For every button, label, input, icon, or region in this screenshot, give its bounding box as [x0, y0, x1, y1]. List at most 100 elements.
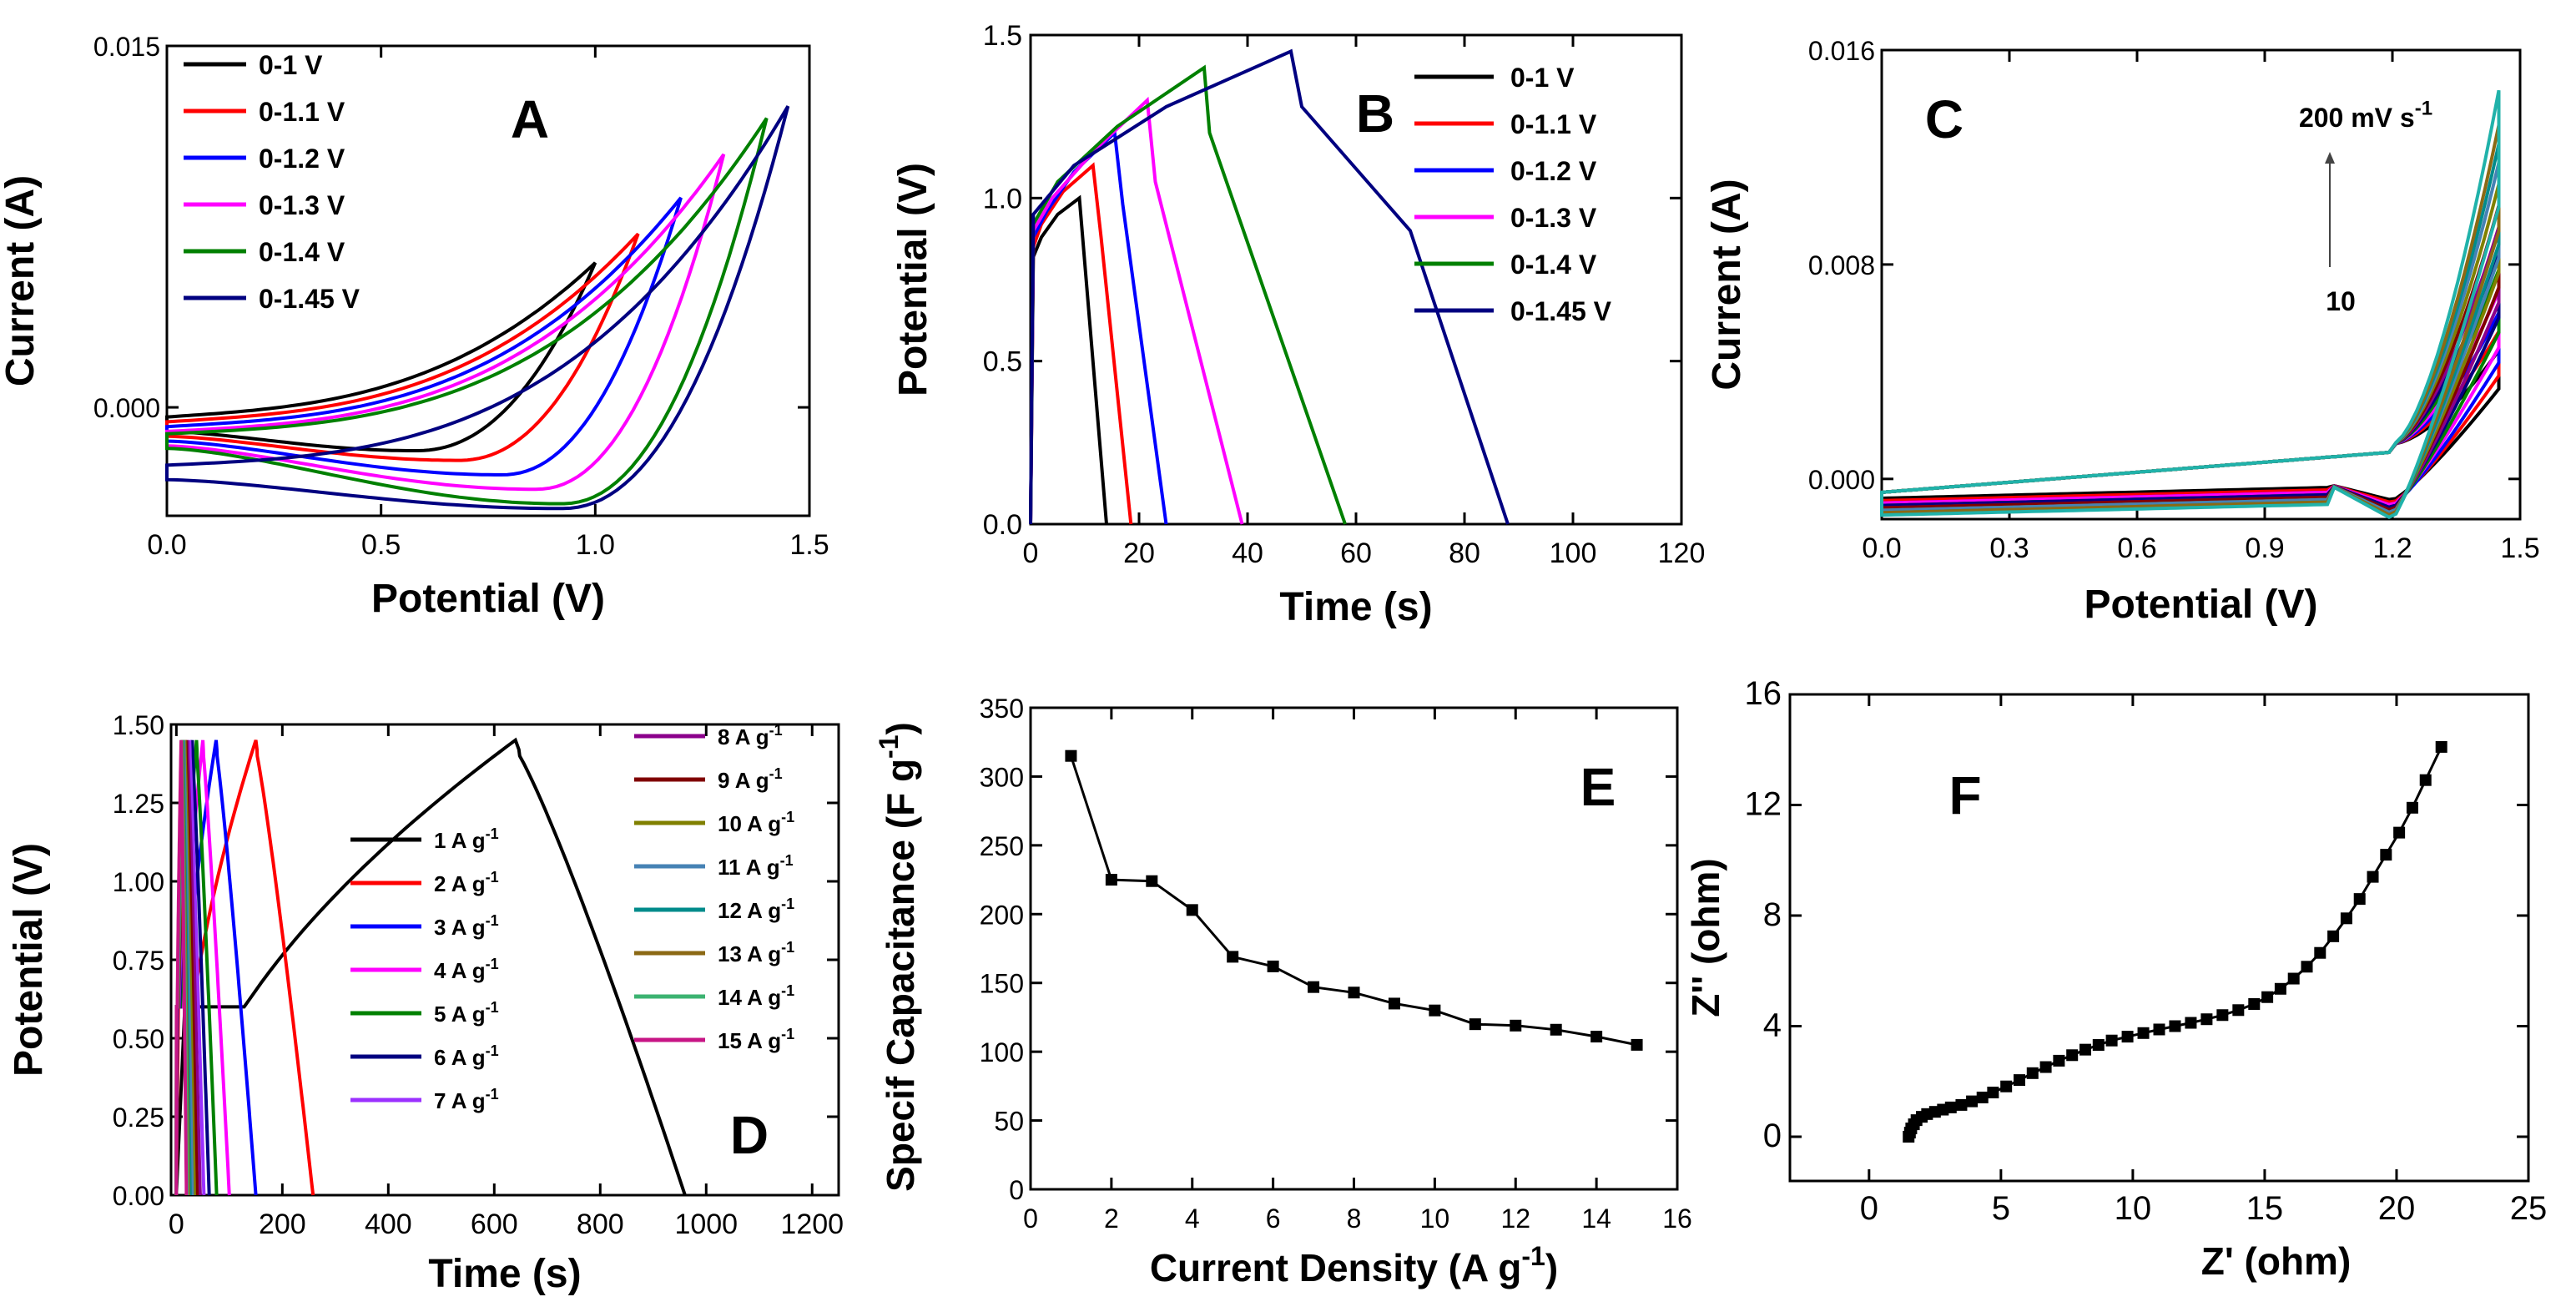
gcd-curve-d-0: [174, 737, 687, 1196]
nyquist-point: [2380, 849, 2392, 861]
x-tick-label-f: 20: [2378, 1190, 2416, 1227]
legend-label-a-3: 0-1.3 V: [259, 190, 345, 220]
legend-label-d-12: 13 A g-1: [718, 939, 794, 966]
cv-curve-c-12: [1880, 89, 2501, 520]
legend-label-a-2: 0-1.2 V: [259, 144, 345, 174]
y-axis-label-a: Current (A): [0, 175, 43, 386]
capacitance-point: [1429, 1004, 1441, 1017]
panel-c: 0.0 0.3 0.6 0.9 1.2 1.5 0.000 0.008 0.016 Potenti…: [1705, 36, 2540, 627]
panel-letter-d: D: [730, 1105, 769, 1165]
x-tick-label-e: 2: [1104, 1204, 1119, 1234]
cv-curve-c-8: [1880, 184, 2501, 514]
y-tick-label-b: 0.0: [983, 509, 1022, 541]
nyquist-point: [2053, 1054, 2065, 1067]
nyquist-point: [2092, 1039, 2105, 1052]
x-tick-label-d: 400: [365, 1209, 412, 1240]
x-tick-label-c: 1.2: [2372, 532, 2412, 564]
x-tick-label-f: 10: [2115, 1190, 2152, 1227]
legend-label-d-6: 7 A g-1: [434, 1086, 499, 1113]
x-tick-label-d: 200: [259, 1209, 306, 1240]
y-tick-label-c: 0.016: [1808, 36, 1875, 66]
x-tick-label-e: 0: [1023, 1204, 1038, 1234]
legend-label-d-9: 10 A g-1: [718, 809, 794, 836]
x-tick-label-b: 120: [1658, 537, 1706, 569]
nyquist-point: [2153, 1023, 2165, 1036]
y-tick-label-f: 16: [1745, 675, 1782, 712]
nyquist-point: [2327, 930, 2340, 942]
legend-label-b-5: 0-1.45 V: [1510, 296, 1612, 326]
cv-curve-a-5: [165, 105, 790, 511]
capacitance-point: [1267, 960, 1279, 972]
capacitance-point: [1348, 987, 1360, 999]
y-tick-label-b: 1.0: [983, 183, 1022, 214]
capacitance-line: [1069, 755, 1637, 1047]
nyquist-point: [2232, 1004, 2245, 1017]
x-tick-label-f: 15: [2246, 1190, 2284, 1227]
y-axis-label-e: Specif Capacitance (F g-1): [874, 722, 922, 1192]
y-tick-label-c: 0.008: [1808, 250, 1875, 280]
y-tick-label-f: 12: [1745, 786, 1782, 823]
x-axis-label-a: Potential (V): [371, 577, 605, 621]
panel-e: 0 2 4 6 8 10 12 14 16 0 50 100 150 200 250 300 350 Curren…: [874, 694, 1692, 1289]
panel-letter-e: E: [1580, 757, 1616, 817]
plot-frame-f: [1788, 693, 2530, 1183]
nyquist-point: [2393, 826, 2406, 839]
x-tick-label-a: 0.0: [147, 529, 186, 561]
panel-letter-b: B: [1356, 83, 1394, 144]
nyquist-point: [1966, 1095, 1979, 1108]
cv-curve-a-2: [165, 196, 683, 477]
x-tick-label-f: 25: [2510, 1190, 2548, 1227]
x-axis-label-d: Time (s): [428, 1252, 581, 1296]
nyquist-point: [2185, 1017, 2197, 1029]
nyquist-point: [2353, 893, 2366, 906]
cv-curve-c-0: [1880, 345, 2501, 502]
y-tick-label-e: 50: [994, 1107, 1024, 1137]
y-tick-label-b: 1.5: [983, 20, 1022, 52]
x-tick-label-f: 0: [1860, 1190, 1878, 1227]
legend-label-d-10: 11 A g-1: [718, 852, 794, 880]
scan-rate-label-bottom: 10: [2326, 286, 2356, 316]
x-tick-label-b: 0: [1023, 537, 1039, 569]
nyquist-point: [2435, 740, 2447, 753]
x-tick-label-b: 40: [1232, 537, 1263, 569]
y-tick-label-e: 300: [980, 762, 1024, 792]
nyquist-point: [2000, 1080, 2013, 1092]
capacitance-point: [1308, 981, 1320, 993]
x-tick-label-b: 100: [1550, 537, 1597, 569]
x-tick-label-f: 5: [1992, 1190, 2010, 1227]
capacitance-point: [1631, 1038, 1643, 1051]
scan-rate-label-top: 200 mV s-1: [2299, 98, 2432, 133]
legend-label-a-1: 0-1.1 V: [259, 97, 345, 127]
x-axis-label-b: Time (s): [1279, 585, 1432, 629]
y-axis-label-d: Potential (V): [7, 843, 51, 1077]
y-tick-label-f: 4: [1763, 1007, 1782, 1044]
nyquist-point: [2137, 1027, 2150, 1039]
cv-curve-a-1: [165, 232, 640, 462]
y-axis-label-c: Current (A): [1705, 179, 1749, 390]
x-tick-label-e: 16: [1662, 1204, 1692, 1234]
legend-label-d-7: 8 A g-1: [718, 722, 783, 749]
y-tick-label-d: 0.50: [113, 1024, 164, 1054]
capacitance-point: [1065, 749, 1077, 762]
x-tick-label-a: 1.5: [789, 529, 829, 561]
capacitance-point: [1590, 1031, 1603, 1043]
panel-a: 0.0 0.5 1.0 1.5 0.000 0.015 Potential (V) Curre…: [0, 32, 829, 621]
cv-curve-c-11: [1880, 124, 2501, 517]
legend-label-d-1: 2 A g-1: [434, 869, 499, 896]
legend-label-d-14: 15 A g-1: [718, 1026, 794, 1053]
panel-letter-a: A: [511, 89, 549, 149]
nyquist-point: [2314, 946, 2326, 959]
x-tick-label-d: 1000: [674, 1209, 738, 1240]
nyquist-point: [2340, 912, 2352, 925]
x-tick-label-e: 8: [1347, 1204, 1362, 1234]
x-tick-label-e: 6: [1266, 1204, 1281, 1234]
capacitance-point: [1186, 904, 1198, 916]
legend-label-b-4: 0-1.4 V: [1510, 250, 1597, 280]
nyquist-point: [2013, 1074, 2025, 1087]
x-tick-label-c: 0.9: [2245, 532, 2284, 564]
y-tick-label-d: 0.25: [113, 1103, 164, 1133]
legend-label-a-0: 0-1 V: [259, 50, 323, 80]
legend-label-d-5: 6 A g-1: [434, 1042, 499, 1070]
nyquist-point: [2287, 972, 2300, 985]
